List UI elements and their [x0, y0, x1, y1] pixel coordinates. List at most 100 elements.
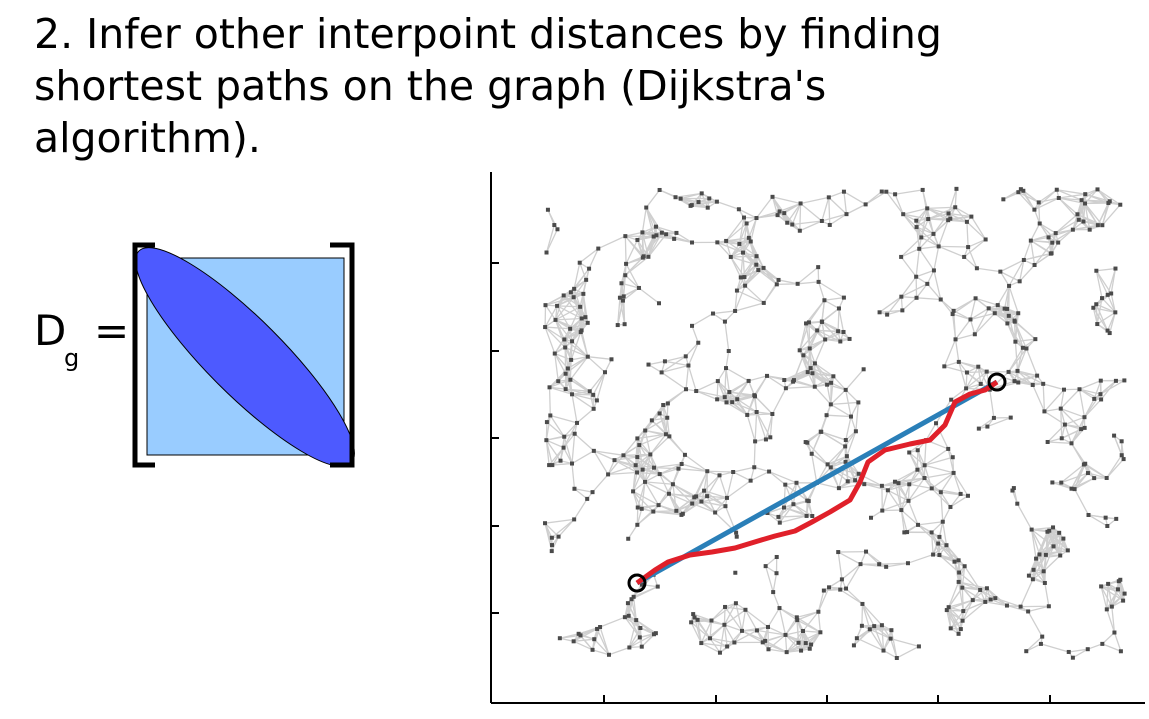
graph-edge [919, 245, 939, 250]
graph-node [948, 216, 953, 221]
graph-edge [571, 450, 595, 465]
graph-edge [1096, 311, 1116, 325]
graph-node [938, 297, 943, 302]
graph-edge [915, 207, 928, 222]
graph-edge [547, 209, 555, 226]
graph-edge [725, 240, 732, 258]
graph-edge [908, 451, 926, 466]
graph-edge [827, 455, 848, 465]
graph-edge [755, 196, 774, 219]
graph-node [576, 631, 581, 636]
graph-edge [1056, 189, 1086, 195]
graph-node [1046, 604, 1051, 609]
graph-node [983, 599, 988, 604]
graph-node [1018, 604, 1023, 609]
graph-node [1043, 552, 1048, 557]
graph-node [547, 385, 552, 390]
graph-node [709, 618, 714, 623]
graph-edge [931, 472, 954, 489]
graph-node [988, 597, 993, 602]
graph-node [1036, 200, 1041, 205]
graph-edge [779, 515, 807, 524]
graph-edge [545, 224, 555, 253]
graph-edge [1058, 193, 1086, 199]
graph-node [953, 205, 958, 210]
graph-node [743, 283, 748, 288]
graph-edge [839, 589, 863, 605]
graph-node [879, 189, 884, 194]
graph-edge [767, 607, 781, 628]
graph-node [717, 473, 722, 478]
graph-edge [817, 587, 830, 613]
graph-node [1016, 311, 1021, 316]
graph-node [748, 478, 753, 483]
graph-edge [799, 322, 810, 351]
graph-node [776, 277, 781, 282]
graph-edge [624, 274, 640, 289]
graph-edge [599, 616, 626, 628]
graph-edge [1030, 223, 1041, 241]
graph-edge [1068, 648, 1088, 653]
graph-edge [817, 329, 839, 332]
graph-node [621, 294, 626, 299]
graph-node [984, 586, 989, 591]
graph-edge [1017, 191, 1035, 211]
graph-node [976, 364, 981, 369]
graph-node [950, 455, 955, 460]
graph-edge [1047, 424, 1066, 443]
graph-edge [1014, 375, 1038, 382]
graph-edge [984, 588, 988, 602]
graph-node [680, 511, 685, 516]
graph-edge [814, 339, 826, 364]
graph-edge [933, 219, 949, 235]
graph-node [740, 628, 745, 633]
graph-node [592, 637, 597, 642]
graph-node [1109, 291, 1114, 296]
graph-node [765, 373, 770, 378]
graph-edge [545, 415, 551, 441]
graph-edge [741, 630, 764, 643]
graph-edge [887, 489, 902, 511]
graph-edge [645, 429, 667, 435]
graph-edge [853, 625, 863, 646]
graph-edge [1023, 252, 1052, 261]
graph-node [696, 200, 701, 205]
graph-node [639, 582, 644, 587]
graph-node [845, 479, 850, 484]
graph-node [667, 434, 672, 439]
graph-edge [1119, 579, 1124, 601]
graph-edge [933, 246, 940, 271]
graph-node [565, 366, 570, 371]
graph-node [836, 550, 841, 555]
graph-node [968, 317, 973, 322]
graph-node [734, 534, 739, 539]
graph-edge [1030, 529, 1037, 559]
graph-edge [642, 469, 646, 482]
graph-node [581, 291, 586, 296]
graph-edge [565, 359, 572, 390]
graph-edge [1055, 213, 1078, 234]
title-line: algorithm). [34, 114, 261, 162]
graph-edge [932, 544, 947, 556]
graph-node [631, 489, 636, 494]
graph-node [644, 205, 649, 210]
graph-edge [653, 463, 682, 469]
graph-node [598, 625, 603, 630]
graph-edge [958, 361, 979, 368]
graph-edge [687, 342, 699, 366]
graph-edge [1084, 200, 1110, 205]
graph-node [568, 377, 573, 382]
graph-node [754, 628, 759, 633]
graph-node [879, 623, 884, 628]
graph-edge [746, 396, 756, 416]
graph-edge [1035, 558, 1046, 584]
graph-node [715, 240, 720, 245]
graph-edge [737, 395, 756, 400]
graph-edge [845, 389, 859, 403]
graph-edge [571, 463, 576, 489]
graph-edge [1089, 224, 1103, 231]
graph-node [956, 631, 961, 636]
graph-edge [1038, 197, 1059, 204]
graph-node [1012, 319, 1017, 324]
graph-node [1040, 634, 1045, 639]
